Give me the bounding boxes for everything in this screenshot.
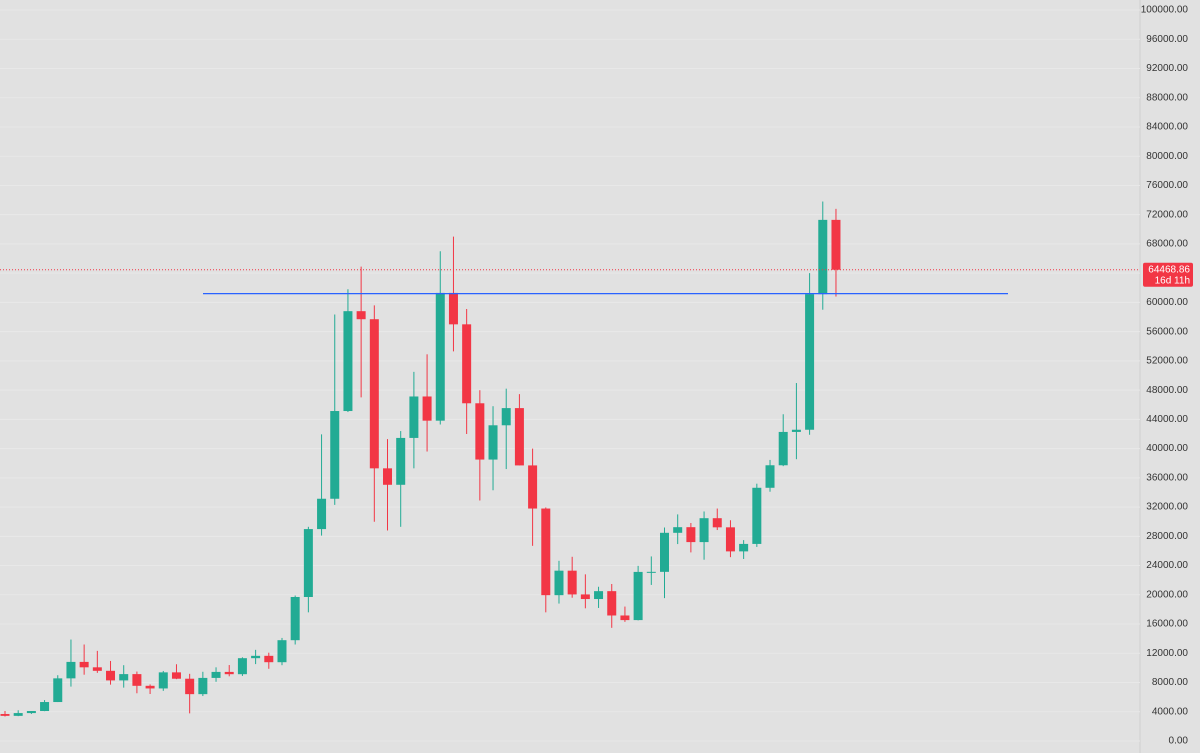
y-tick-label: 84000.00 — [1146, 122, 1188, 133]
candle-body — [620, 615, 630, 621]
y-tick-label: 4000.00 — [1152, 706, 1189, 717]
y-tick-label: 72000.00 — [1146, 209, 1188, 220]
y-tick-label: 28000.00 — [1146, 531, 1188, 542]
candle-body — [290, 596, 300, 641]
candle-body — [264, 655, 274, 663]
candle-body — [462, 324, 472, 404]
candle-body — [567, 570, 577, 595]
candle-body — [198, 677, 208, 695]
y-tick-label: 56000.00 — [1146, 326, 1188, 337]
y-tick-label: 76000.00 — [1146, 180, 1188, 191]
candle-body — [673, 527, 683, 533]
candle-body — [277, 640, 287, 663]
y-tick-label: 100000.00 — [1141, 5, 1189, 16]
candle-body — [303, 529, 313, 597]
y-tick-label: 60000.00 — [1146, 297, 1188, 308]
candle-body — [53, 678, 63, 703]
candle-body — [528, 465, 538, 509]
candle-body — [699, 518, 709, 543]
candle-body — [607, 591, 617, 616]
candle-body — [752, 487, 762, 544]
candle-body — [448, 292, 458, 325]
candle-body — [396, 437, 406, 485]
candle-body — [40, 702, 50, 712]
candle-body — [330, 411, 340, 499]
candle-body — [119, 674, 129, 681]
last-price-label: 64468.86 — [1148, 264, 1190, 275]
y-tick-label: 8000.00 — [1152, 677, 1189, 688]
candle-body — [369, 319, 379, 469]
candle-body — [501, 408, 511, 426]
candle-body — [185, 678, 195, 695]
candle-body — [778, 431, 788, 466]
y-tick-label: 80000.00 — [1146, 151, 1188, 162]
y-tick-label: 24000.00 — [1146, 560, 1188, 571]
candle-body — [541, 508, 551, 596]
candle-body — [317, 498, 327, 530]
candle-body — [435, 292, 445, 421]
candle-body — [106, 670, 116, 681]
candle-body — [765, 465, 775, 488]
candle-body — [158, 672, 168, 689]
candle-body — [475, 403, 485, 460]
candle-body — [26, 711, 36, 714]
y-tick-label: 88000.00 — [1146, 92, 1188, 103]
candle-body — [488, 425, 498, 460]
candle-body — [660, 532, 669, 572]
candle-body — [211, 671, 221, 678]
candle-body — [13, 713, 23, 716]
y-tick-label: 12000.00 — [1146, 648, 1188, 659]
countdown-label: 16d 11h — [1155, 275, 1190, 286]
candle-body — [356, 311, 366, 320]
y-tick-label: 96000.00 — [1146, 34, 1188, 45]
candle-body — [712, 518, 722, 528]
y-tick-label: 32000.00 — [1146, 502, 1188, 513]
candle-body — [422, 396, 432, 421]
candle-body — [0, 714, 10, 716]
last-price-box — [1143, 262, 1193, 287]
candle-body — [580, 594, 590, 600]
candle-body — [343, 311, 353, 412]
y-tick-label: 68000.00 — [1146, 239, 1188, 250]
candle-body — [594, 591, 604, 600]
candle-body — [686, 527, 696, 543]
y-tick-label: 40000.00 — [1146, 443, 1188, 454]
candle-body — [831, 219, 841, 270]
candle-body — [145, 685, 155, 689]
y-tick-label: 44000.00 — [1146, 414, 1188, 425]
candle-body — [514, 408, 524, 466]
candle-body — [725, 527, 735, 552]
candle-body — [409, 396, 419, 438]
y-tick-label: 36000.00 — [1146, 472, 1188, 483]
candle-body — [633, 571, 643, 621]
candle-body — [383, 468, 393, 485]
y-tick-label: 16000.00 — [1146, 619, 1188, 630]
y-tick-label: 52000.00 — [1146, 356, 1188, 367]
candle-body — [171, 672, 181, 679]
candle-body — [554, 570, 564, 596]
y-tick-label: 92000.00 — [1146, 63, 1188, 74]
candle-body — [251, 655, 261, 659]
candle-body — [66, 661, 76, 679]
candle-body — [132, 674, 142, 686]
candle-body — [818, 219, 828, 295]
y-tick-label: 20000.00 — [1146, 589, 1188, 600]
candle-body — [224, 671, 234, 675]
candle-body — [646, 571, 656, 573]
candle-body — [92, 667, 102, 671]
y-tick-label: 48000.00 — [1146, 385, 1188, 396]
candle-body — [739, 543, 749, 552]
candle-body — [791, 429, 801, 432]
candle-body — [805, 294, 815, 430]
candle-body — [237, 658, 247, 675]
y-tick-label: 0.00 — [1169, 736, 1189, 747]
candle-body — [79, 661, 89, 668]
